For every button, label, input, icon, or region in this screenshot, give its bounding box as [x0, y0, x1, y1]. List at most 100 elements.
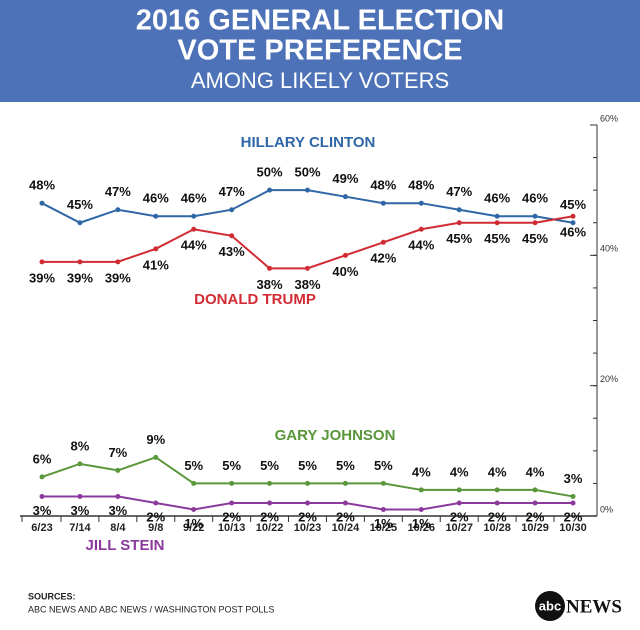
x-tick-label: 10/22	[256, 522, 284, 534]
data-point	[305, 187, 310, 193]
data-label: 4%	[450, 464, 469, 479]
data-point	[532, 213, 538, 219]
data-point	[305, 480, 310, 486]
data-label: 2%	[450, 509, 469, 524]
data-point	[494, 500, 500, 506]
data-point	[570, 500, 576, 506]
data-point	[418, 200, 424, 206]
x-tick-label: 10/29	[521, 522, 549, 534]
data-label: 5%	[374, 458, 393, 473]
data-label: 44%	[181, 238, 207, 253]
data-point	[77, 461, 83, 467]
data-point	[191, 480, 197, 486]
data-label: 46%	[143, 191, 169, 206]
data-point	[191, 213, 197, 219]
data-point	[77, 259, 83, 265]
data-point	[418, 506, 424, 512]
data-point	[342, 194, 348, 200]
data-point	[380, 480, 386, 486]
data-point	[456, 220, 462, 226]
data-point	[267, 187, 273, 193]
data-label: 5%	[222, 458, 241, 473]
data-label: 4%	[526, 464, 545, 479]
data-point	[532, 500, 538, 506]
x-tick-label: 10/28	[483, 522, 511, 534]
data-point	[39, 474, 45, 480]
data-point	[115, 207, 121, 213]
data-label: 2%	[526, 509, 545, 524]
x-tick-label: 10/23	[294, 522, 322, 534]
data-point	[267, 265, 273, 271]
data-point	[305, 500, 310, 506]
data-point	[115, 467, 121, 473]
x-tick-label: 9/22	[183, 522, 204, 534]
series-name: JILL STEIN	[86, 537, 165, 554]
y-tick-label: 0%	[600, 504, 613, 514]
chart-title: VOTE PREFERENCE	[177, 35, 462, 67]
data-label: 5%	[260, 458, 279, 473]
chart-title: 2016 GENERAL ELECTION	[136, 5, 505, 37]
data-point	[153, 454, 159, 460]
data-point	[77, 220, 83, 226]
data-point	[115, 259, 121, 265]
data-label: 48%	[29, 178, 55, 193]
data-label: 1%	[374, 516, 393, 531]
data-point	[39, 200, 45, 206]
data-point	[418, 487, 424, 493]
data-point	[267, 480, 273, 486]
data-label: 45%	[67, 197, 93, 212]
data-point	[380, 506, 386, 512]
data-label: 45%	[484, 231, 510, 246]
data-label: 2%	[336, 509, 355, 524]
data-point	[153, 246, 159, 252]
data-label: 1%	[184, 516, 203, 531]
data-point	[153, 213, 159, 219]
data-label: 4%	[488, 464, 507, 479]
data-label: 5%	[298, 458, 317, 473]
data-label: 39%	[67, 270, 93, 285]
data-label: 9%	[146, 432, 165, 447]
data-label: 50%	[257, 165, 283, 180]
sources: ABC NEWS AND ABC NEWS / WASHINGTON POST …	[28, 604, 274, 614]
data-label: 39%	[105, 270, 131, 285]
data-point	[77, 493, 83, 499]
sources-label: SOURCES:	[28, 591, 76, 601]
data-point	[418, 226, 424, 232]
data-label: 38%	[257, 277, 283, 292]
data-point	[380, 200, 386, 206]
data-point	[229, 500, 235, 506]
data-point	[229, 233, 235, 239]
data-label: 43%	[219, 244, 245, 259]
data-label: 5%	[336, 458, 355, 473]
data-label: 44%	[408, 238, 434, 253]
data-label: 40%	[332, 264, 358, 279]
data-point	[494, 213, 500, 219]
logo-circle	[535, 591, 565, 621]
data-point	[39, 259, 45, 265]
data-label: 3%	[33, 503, 52, 518]
data-label: 45%	[560, 197, 586, 212]
data-label: 3%	[108, 503, 127, 518]
data-point	[342, 480, 348, 486]
data-label: 38%	[294, 277, 320, 292]
data-label: 2%	[564, 509, 583, 524]
data-label: 46%	[522, 191, 548, 206]
data-point	[570, 220, 576, 226]
logo-abc: abc	[539, 598, 561, 613]
data-label: 2%	[260, 509, 279, 524]
data-label: 1%	[412, 516, 431, 531]
x-tick-label: 10/25	[370, 522, 398, 534]
data-label: 45%	[446, 231, 472, 246]
data-label: 5%	[184, 458, 203, 473]
data-label: 46%	[484, 191, 510, 206]
data-label: 3%	[71, 503, 90, 518]
data-point	[229, 207, 235, 213]
data-point	[380, 239, 386, 245]
data-label: 4%	[412, 464, 431, 479]
y-tick-label: 60%	[600, 113, 618, 123]
data-label: 2%	[488, 509, 507, 524]
x-tick-label: 9/8	[148, 522, 163, 534]
data-label: 47%	[446, 184, 472, 199]
